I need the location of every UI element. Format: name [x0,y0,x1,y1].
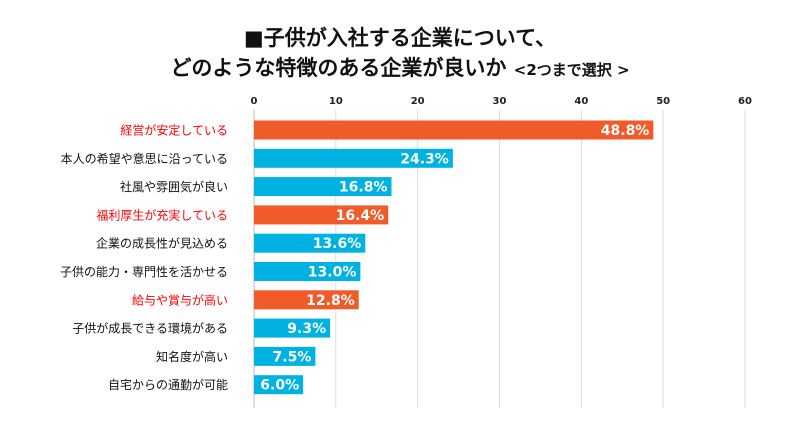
data-label: 16.8% [339,180,388,196]
data-label: 12.8% [306,293,355,309]
data-label: 24.3% [400,151,449,167]
data-label: 48.8% [601,123,650,139]
bar [254,290,359,310]
data-label: 16.4% [336,208,385,224]
x-tick-label: 10 [329,96,343,107]
category-label: 経営が安定している [120,123,228,138]
bar [254,120,654,140]
category-label: 子供が成長できる環境がある [72,321,228,336]
bar [254,148,453,168]
category-label: 社風や雰囲気が良い [120,179,228,194]
data-label: 13.0% [308,265,357,281]
category-label: 福利厚生が充実している [96,207,228,222]
data-label: 6.0% [260,378,299,394]
bar [254,177,392,197]
category-label: 知名度が高い [156,349,228,364]
category-label: 給与や賞与が高い [132,292,228,307]
bar [254,205,389,225]
x-tick-label: 50 [656,96,670,107]
data-label: 9.3% [287,321,326,337]
bar [254,346,316,366]
chart-title-main: どのような特徴のある企業が良いか [170,56,507,80]
x-tick-label: 0 [251,96,258,107]
chart-title-line2: どのような特徴のある企業が良いか <2つまで選択 > [0,52,800,82]
x-tick-label: 30 [493,96,507,107]
category-label: 子供の能力・専門性を活かせる [60,265,228,279]
data-label: 7.5% [273,349,312,365]
bar [254,233,366,253]
chart-title-line1: ■子供が入社する企業について、 [243,26,557,50]
category-label: 本人の希望や意思に沿っている [61,151,228,166]
bar [254,318,331,338]
data-label: 13.6% [313,236,362,252]
category-label: 企業の成長性が見込める [96,236,228,251]
x-tick-label: 40 [574,96,588,107]
chart-title-note: <2つまで選択 > [513,61,630,79]
bar [254,262,361,281]
x-tick-label: 20 [411,96,425,107]
x-tick-label: 60 [738,96,752,107]
category-label: 自宅からの通勤が可能 [108,377,228,392]
bar [254,375,304,395]
